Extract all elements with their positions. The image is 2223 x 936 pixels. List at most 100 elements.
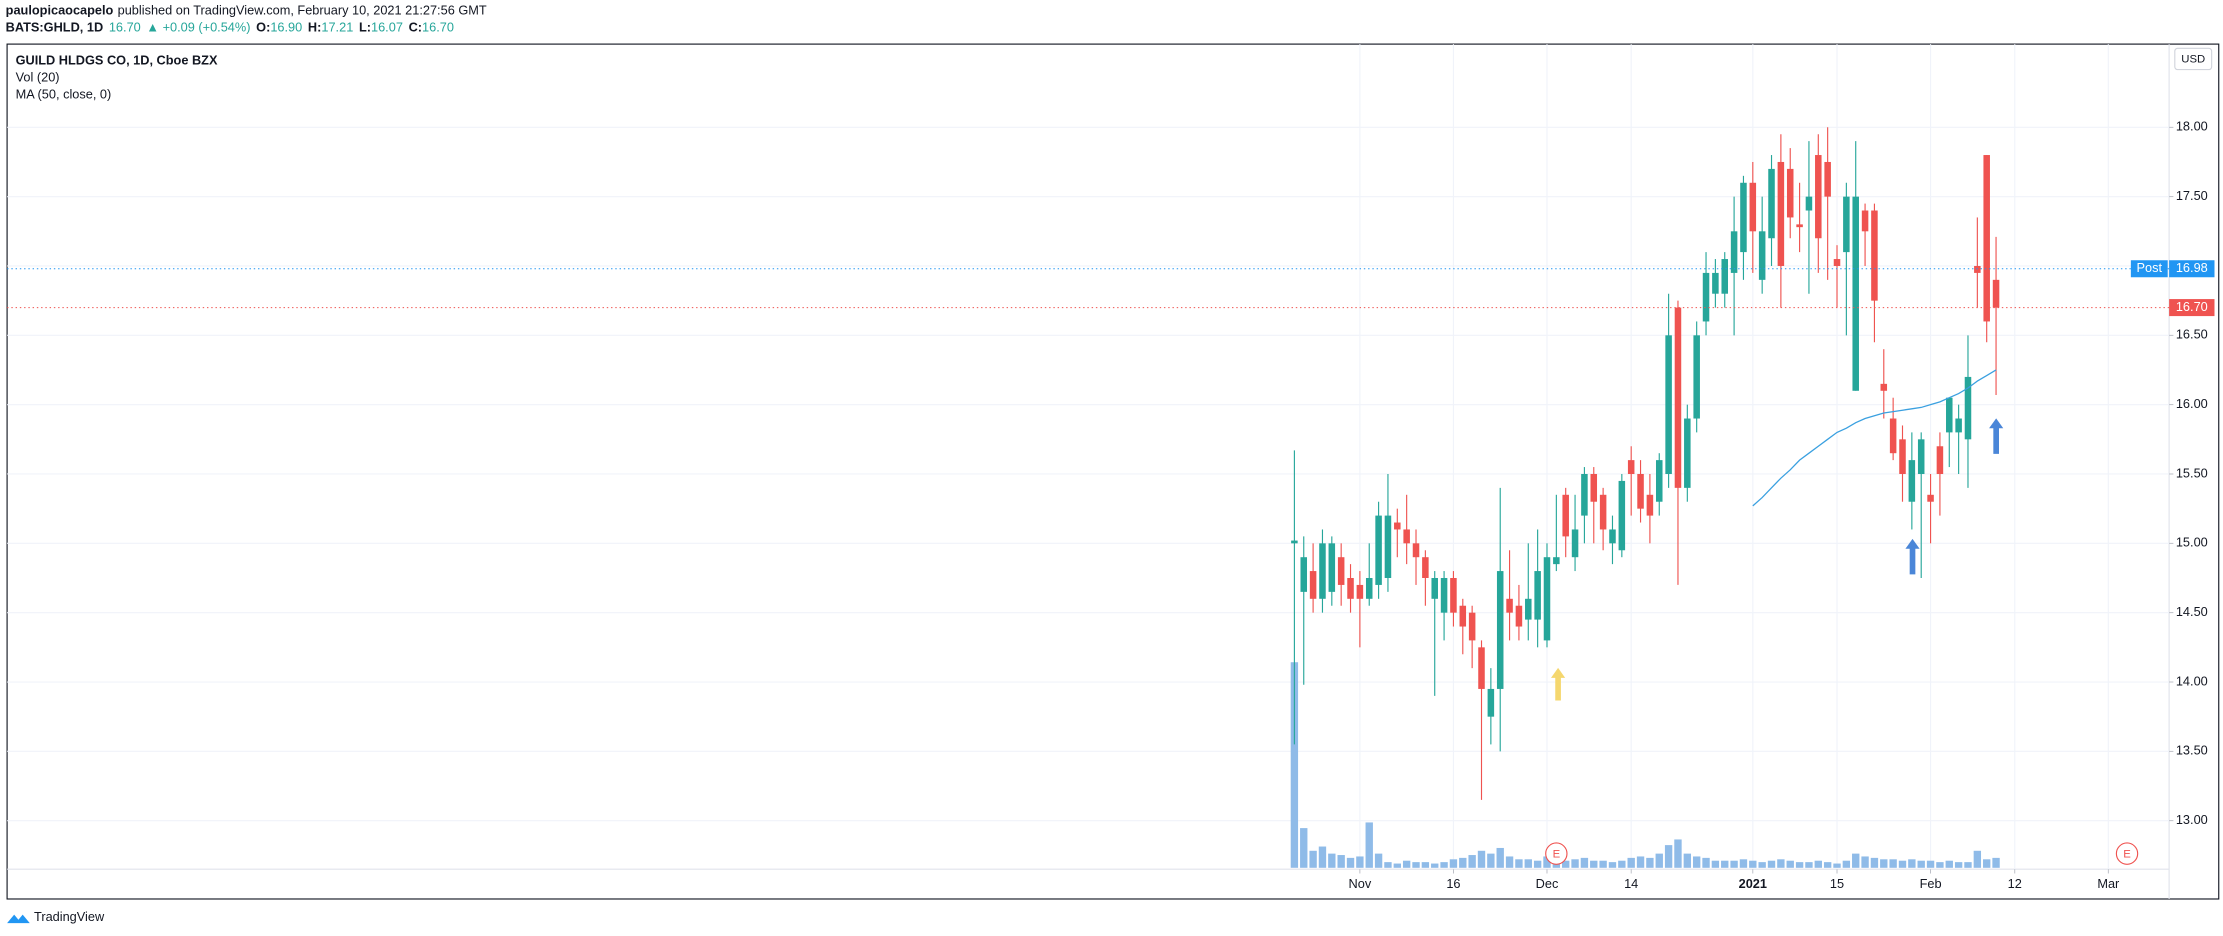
candle-body [1627, 460, 1635, 474]
currency: USD [2181, 54, 2205, 66]
candle-body [1487, 688, 1495, 717]
ma-line [1752, 369, 1997, 507]
volume-bar [1898, 860, 1907, 868]
volume-bar [1571, 859, 1579, 868]
x-tick-label: 2021 [1739, 876, 1767, 891]
volume-bar [1711, 860, 1720, 868]
candle-body [1543, 557, 1551, 641]
price-label: 16.98 [2176, 260, 2208, 275]
volume-bar [1543, 856, 1551, 868]
volume-bar [1889, 859, 1897, 868]
candle-body [1553, 557, 1560, 565]
volume-bar [1758, 862, 1766, 868]
candle-body [1974, 265, 1981, 273]
y-tick-label: 16.50 [2176, 327, 2208, 342]
candle-body [1702, 272, 1710, 322]
candle-body [1394, 522, 1401, 530]
price-label: 16.70 [2176, 299, 2208, 314]
x-tick-label: Feb [1920, 876, 1942, 891]
candle-body [1291, 540, 1298, 544]
x-tick-label: 14 [1624, 876, 1638, 891]
earnings-marker [1545, 842, 1568, 865]
arrow-annotation [1989, 418, 2004, 454]
volume-bar [1346, 857, 1355, 868]
x-tick-label: Mar [2097, 876, 2120, 891]
candle-body [1684, 418, 1691, 488]
ohlc-value: 17.21 [321, 20, 353, 35]
candle-body [1515, 605, 1523, 627]
candle-body [1300, 557, 1308, 592]
x-tick-label: Nov [1349, 876, 1372, 891]
volume-bar [1524, 859, 1532, 868]
volume-bar [1487, 853, 1495, 868]
volume-bar [1964, 862, 1972, 868]
logo-icon [7, 914, 30, 924]
candle-body [1384, 515, 1392, 578]
volume-bar [1505, 856, 1514, 868]
arrow-annotation [1550, 667, 1566, 701]
candle-body [1599, 494, 1607, 530]
candle-body [1908, 460, 1916, 502]
candle-body [1590, 473, 1598, 502]
y-tick-label: 14.50 [2176, 604, 2208, 619]
volume-bar [1393, 863, 1401, 868]
candle-body [1889, 418, 1897, 454]
volume-bar [1412, 862, 1420, 868]
candle-body [1721, 259, 1729, 294]
candle-body [1777, 161, 1785, 266]
earnings-marker [2115, 842, 2139, 865]
y-tick-label: 15.50 [2176, 465, 2208, 480]
candle-body [1815, 155, 1822, 239]
candle-body [1852, 196, 1859, 391]
candle-body [1768, 168, 1775, 239]
legend-volume: Vol (20) [16, 69, 60, 84]
volume-bar [1300, 828, 1308, 868]
volume-bar [1655, 853, 1663, 868]
volume-bar [1861, 856, 1869, 868]
volume-bar [1833, 863, 1841, 868]
candle-body [1824, 161, 1831, 197]
volume-bar [1328, 853, 1336, 868]
candle-body [1936, 446, 1944, 474]
volume-bar [1580, 857, 1589, 868]
frame [6, 43, 2220, 900]
candle-body [1712, 272, 1719, 294]
volume-bar [1646, 857, 1654, 868]
volume-bar [1880, 859, 1888, 868]
candle-body [1422, 557, 1429, 578]
volume-bar [1459, 857, 1467, 868]
volume-bar [1852, 853, 1860, 868]
candle-body [1917, 439, 1925, 474]
volume-bar [1805, 862, 1813, 868]
candle-body [1796, 224, 1803, 228]
candle-body [1899, 439, 1906, 474]
volume-bar [1842, 860, 1851, 868]
candle-body [1637, 473, 1644, 509]
candle-body [1861, 210, 1869, 232]
x-tick-label: 16 [1446, 876, 1460, 891]
volume-bar [1374, 853, 1383, 868]
change: ▲ +0.09 (+0.54%) [146, 20, 250, 35]
candle-body [1431, 577, 1438, 599]
volume-bar [1721, 860, 1729, 868]
volume-bar [1749, 860, 1757, 868]
ohlc-value: 16.70 [422, 20, 454, 35]
volume-bar [1627, 857, 1635, 868]
volume-bar [1402, 860, 1411, 868]
symbol: BATS:GHLD, 1D [6, 20, 104, 35]
candle-body [1609, 529, 1616, 544]
volume-bar [1449, 859, 1458, 868]
candle-body [1927, 494, 1934, 502]
candle-body [1450, 577, 1457, 613]
volume-bar [1337, 855, 1345, 868]
candle-body [1525, 598, 1532, 620]
volume-bar [1936, 862, 1944, 868]
candle-body [1618, 480, 1626, 551]
ohlc-key: C: [409, 20, 422, 35]
candle-body [1740, 182, 1747, 253]
plot [1291, 127, 2000, 800]
ohlc-key: O: [256, 20, 270, 35]
header-line: paulopicaocapelo published on TradingView… [6, 3, 487, 18]
candle-body [1337, 557, 1345, 585]
